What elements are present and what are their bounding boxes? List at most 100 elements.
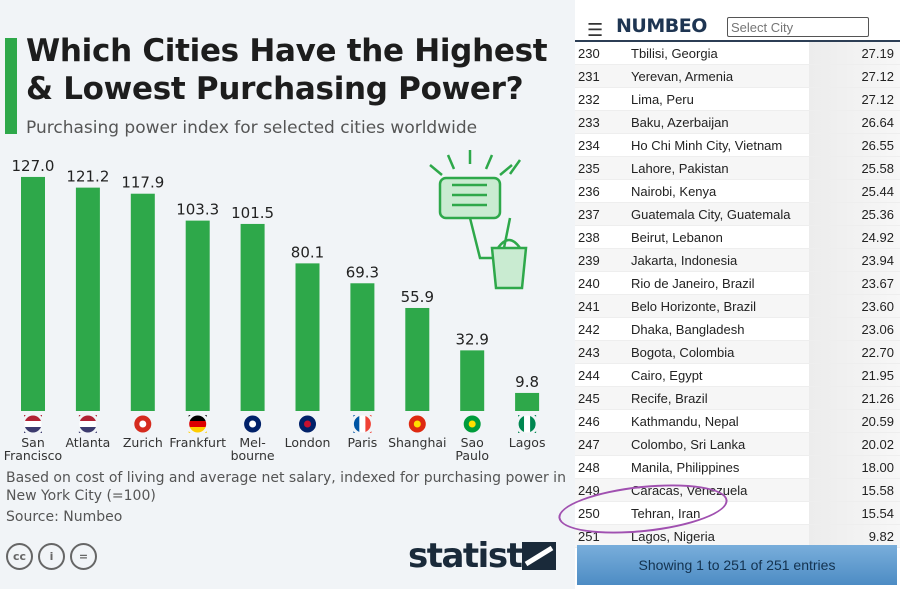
hamburger-menu-icon[interactable]: ☰ — [587, 20, 604, 41]
table-row[interactable]: 234 Ho Chi Minh City, Vietnam 26.55 — [575, 134, 900, 157]
flag-icon-detail — [249, 420, 257, 428]
flag-icon-stripe — [78, 421, 97, 427]
index-cell: 21.95 — [809, 364, 900, 386]
city-cell: Dhaka, Bangladesh — [631, 322, 745, 337]
index-cell: 15.54 — [809, 502, 900, 524]
bar — [75, 187, 100, 411]
title-accent-bar — [5, 38, 17, 134]
statista-logo-mark-icon — [522, 542, 556, 570]
flag-icon-stripe — [78, 427, 97, 433]
flag-icon-stripe — [78, 415, 97, 421]
index-cell: 23.06 — [809, 318, 900, 340]
value-label: 80.1 — [291, 243, 324, 261]
table-row[interactable]: 235 Lahore, Pakistan 25.58 — [575, 157, 900, 180]
index-cell: 27.12 — [809, 65, 900, 87]
index-cell: 25.58 — [809, 157, 900, 179]
table-row[interactable]: 243 Bogota, Colombia 22.70 — [575, 341, 900, 364]
flag-de-icon — [186, 412, 210, 436]
hand-basket-illustration-icon — [429, 150, 528, 290]
city-cell: Kathmandu, Nepal — [631, 414, 739, 429]
index-cell: 20.02 — [809, 433, 900, 455]
index-cell: 23.67 — [809, 272, 900, 294]
city-cell: Colombo, Sri Lanka — [631, 437, 746, 452]
city-cell: Jakarta, Indonesia — [631, 253, 738, 268]
category-label: Francisco — [4, 448, 62, 463]
city-cell: Cairo, Egypt — [631, 368, 703, 383]
table-row[interactable]: 249 Caracas, Venezuela 15.58 — [575, 479, 900, 502]
value-label: 103.3 — [176, 201, 219, 219]
bar — [350, 283, 375, 411]
city-cell: Tehran, Iran — [631, 506, 701, 521]
city-cell: Lima, Peru — [631, 92, 694, 107]
index-cell: 27.12 — [809, 88, 900, 110]
value-label: 121.2 — [66, 168, 109, 186]
table-row[interactable]: 239 Jakarta, Indonesia 23.94 — [575, 249, 900, 272]
bar — [515, 392, 540, 411]
flag-icon-stripe — [188, 427, 207, 433]
flag-icon-detail — [413, 420, 421, 428]
index-cell: 23.60 — [809, 295, 900, 317]
category-label: Paulo — [455, 448, 489, 463]
flag-icon-stripe — [530, 415, 537, 433]
bar — [295, 263, 320, 411]
city-cell: Beirut, Lebanon — [631, 230, 723, 245]
flag-icon-stripe — [524, 415, 531, 433]
flag-fr-icon — [350, 412, 374, 436]
rank-cell: 243 — [578, 345, 600, 360]
table-row[interactable]: 233 Baku, Azerbaijan 26.64 — [575, 111, 900, 134]
flag-icon-stripe — [24, 415, 42, 421]
index-cell: 21.26 — [809, 387, 900, 409]
flag-icon-detail — [139, 420, 147, 428]
chart-title: Which Cities Have the Highest & Lowest Pu… — [26, 32, 548, 108]
category-label: Frankfurt — [169, 435, 226, 450]
index-cell: 18.00 — [809, 456, 900, 478]
city-cell: Manila, Philippines — [631, 460, 740, 475]
city-cell: Lagos, Nigeria — [631, 529, 715, 544]
table-row[interactable]: 250 Tehran, Iran 15.54 — [575, 502, 900, 525]
no-derivatives-icon[interactable]: = — [70, 543, 97, 570]
flag-us-icon — [76, 412, 100, 436]
value-label: 127.0 — [12, 157, 55, 175]
license-icons: cc i = — [6, 543, 97, 570]
table-row[interactable]: 240 Rio de Janeiro, Brazil 23.67 — [575, 272, 900, 295]
city-cell: Baku, Azerbaijan — [631, 115, 729, 130]
table-row[interactable]: 245 Recife, Brazil 21.26 — [575, 387, 900, 410]
bar — [240, 223, 265, 411]
table-row[interactable]: 246 Kathmandu, Nepal 20.59 — [575, 410, 900, 433]
rank-cell: 251 — [578, 529, 600, 544]
category-label: Paris — [348, 435, 378, 450]
bar — [130, 193, 155, 411]
rank-cell: 236 — [578, 184, 600, 199]
creative-commons-icon[interactable]: cc — [6, 543, 33, 570]
index-cell: 23.94 — [809, 249, 900, 271]
table-row[interactable]: 247 Colombo, Sri Lanka 20.02 — [575, 433, 900, 456]
flag-ng-icon — [515, 412, 539, 436]
table-row[interactable]: 236 Nairobi, Kenya 25.44 — [575, 180, 900, 203]
table-row[interactable]: 248 Manila, Philippines 18.00 — [575, 456, 900, 479]
table-row[interactable]: 231 Yerevan, Armenia 27.12 — [575, 65, 900, 88]
bar — [405, 307, 430, 411]
table-row[interactable]: 238 Beirut, Lebanon 24.92 — [575, 226, 900, 249]
table-row[interactable]: 230 Tbilisi, Georgia 27.19 — [575, 42, 900, 65]
flag-icon-stripe — [359, 415, 366, 433]
flag-br-icon — [460, 412, 484, 436]
rank-cell: 238 — [578, 230, 600, 245]
index-cell: 26.64 — [809, 111, 900, 133]
table-row[interactable]: 232 Lima, Peru 27.12 — [575, 88, 900, 111]
table-footer-entries: Showing 1 to 251 of 251 entries — [577, 545, 897, 585]
attribution-icon[interactable]: i — [38, 543, 65, 570]
index-cell: 15.58 — [809, 479, 900, 501]
chart-subtitle: Purchasing power index for selected citi… — [26, 118, 478, 138]
table-row[interactable]: 237 Guatemala City, Guatemala 25.36 — [575, 203, 900, 226]
category-label: Lagos — [509, 435, 546, 450]
table-row[interactable]: 244 Cairo, Egypt 21.95 — [575, 364, 900, 387]
value-label: 9.8 — [515, 373, 539, 391]
statista-logo[interactable]: statista — [408, 536, 544, 576]
flag-gb-icon — [296, 412, 319, 436]
select-city-input[interactable] — [727, 17, 869, 37]
numbeo-logo[interactable]: NUMBEO — [616, 15, 707, 37]
table-row[interactable]: 242 Dhaka, Bangladesh 23.06 — [575, 318, 900, 341]
city-cell: Tbilisi, Georgia — [631, 46, 718, 61]
table-row[interactable]: 241 Belo Horizonte, Brazil 23.60 — [575, 295, 900, 318]
